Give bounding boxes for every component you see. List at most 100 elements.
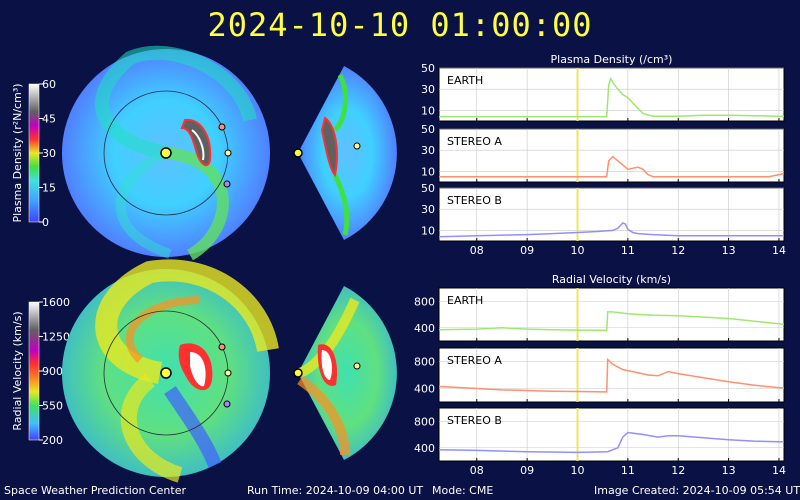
velocity-meridional-wedge xyxy=(293,286,397,460)
y-tick-label: 50 xyxy=(421,182,435,195)
velocity-spiral-arm xyxy=(125,296,201,363)
earth-marker xyxy=(224,369,232,377)
wedge-sun-marker xyxy=(293,148,303,158)
footer: Space Weather Prediction Center Run Time… xyxy=(0,484,800,500)
colorbar-tick-label: 900 xyxy=(42,365,63,378)
velocity-colorbar-label: Radial Velocity (km/s) xyxy=(11,311,24,430)
wedge-velocity-band xyxy=(297,375,350,456)
colorbar-tick-label: 60 xyxy=(42,78,56,91)
panel-label: STEREO A xyxy=(447,354,502,367)
footer-image-created: Image Created: 2024-10-09 05:54 UT xyxy=(594,484,800,497)
velocity-colorbar: Radial Velocity (km/s) 1600 1250 900 550 200 xyxy=(11,296,70,447)
density-spiral-arm xyxy=(95,45,257,160)
page-title: 2024-10-10 01:00:00 xyxy=(207,6,593,44)
panel-label: EARTH xyxy=(447,74,483,87)
x-tick-label: 10 xyxy=(571,464,585,477)
y-tick-label: 30 xyxy=(421,83,435,96)
cme-velocity-core xyxy=(190,352,206,387)
density-colorbar-label: Plasma Density (r²N/cm³) xyxy=(11,83,24,222)
stereo-b-marker xyxy=(223,180,231,188)
velocity-colorbar-ticks: 1600 1250 900 550 200 xyxy=(39,296,70,447)
sun-marker xyxy=(160,147,172,159)
series-line-stereo-a xyxy=(438,357,784,393)
stereo-b-marker xyxy=(223,400,231,408)
earth-marker xyxy=(224,149,232,157)
series-line-stereo-b xyxy=(438,222,784,238)
y-tick-label: 30 xyxy=(421,203,435,216)
velocity-equatorial-disk xyxy=(62,259,279,483)
x-tick-label: 14 xyxy=(772,244,786,257)
series-line-stereo-a xyxy=(439,155,785,178)
chart-title: Radial Velocity (km/s) xyxy=(552,273,671,286)
wedge-cme-velocity-core xyxy=(321,350,332,380)
chart-1: Radial Velocity (km/s) 800 400 EARTH 800 400 S… xyxy=(414,273,786,477)
x-tick-label: 08 xyxy=(470,244,484,257)
wedge-density-band xyxy=(332,173,350,236)
y-tick-label: 800 xyxy=(414,356,435,369)
sun-marker xyxy=(160,367,172,379)
velocity-spiral-arm xyxy=(120,373,183,483)
colorbar-tick-label: 550 xyxy=(42,400,63,413)
x-tick-label: 11 xyxy=(621,464,635,477)
y-tick-label: 400 xyxy=(414,383,435,396)
series-line-stereo-b xyxy=(438,431,784,454)
x-tick-label: 13 xyxy=(722,244,736,257)
density-meridional-wedge xyxy=(293,66,397,240)
cme-density-core xyxy=(191,129,205,161)
y-tick-label: 50 xyxy=(421,62,435,75)
panel-label: EARTH xyxy=(447,294,483,307)
colorbar-tick-label: 15 xyxy=(42,182,56,195)
panel-stereo-b: 50 30 10 STEREO B xyxy=(421,182,785,242)
wedge-sun-marker xyxy=(293,368,303,378)
wedge-cme-feature xyxy=(320,116,338,178)
panel-frame xyxy=(438,287,785,342)
y-tick-label: 10 xyxy=(421,165,435,178)
density-colorbar: Plasma Density (r²N/cm³) 60 45 30 15 0 xyxy=(11,78,56,229)
panel-label: STEREO B xyxy=(447,194,502,207)
velocity-spiral-arm xyxy=(95,259,279,384)
panel-frame xyxy=(438,128,785,183)
x-tick-label: 08 xyxy=(470,464,484,477)
panel-stereo-a: 50 30 10 STEREO A xyxy=(421,123,785,183)
x-tick-label: 12 xyxy=(671,244,685,257)
stereo-a-marker xyxy=(218,123,226,131)
stereo-a-marker xyxy=(218,343,226,351)
x-tick-label: 09 xyxy=(520,244,534,257)
panel-frame xyxy=(438,347,785,403)
x-tick-label: 14 xyxy=(772,464,786,477)
density-equatorial-disk xyxy=(62,45,270,261)
time-series-charts: Plasma Density (/cm³) 50 30 10 EARTH 50 30 10 ST… xyxy=(414,53,786,477)
colorbar-tick-label: 45 xyxy=(42,113,56,126)
wedge-density-band xyxy=(333,73,348,132)
y-tick-label: 800 xyxy=(414,295,435,308)
velocity-slow-stream xyxy=(164,386,222,468)
panel-frame xyxy=(438,67,785,122)
panel-stereo-a: 800 400 STEREO A xyxy=(414,347,785,403)
panel-frame xyxy=(438,187,785,242)
y-tick-label: 10 xyxy=(421,224,435,237)
chart-title: Plasma Density (/cm³) xyxy=(551,53,673,66)
colorbar-tick-label: 0 xyxy=(42,216,49,229)
panel-label: STEREO B xyxy=(447,414,502,427)
wedge-velocity-band xyxy=(297,297,360,378)
x-tick-label: 12 xyxy=(671,464,685,477)
density-spiral-arm xyxy=(115,148,172,259)
y-tick-label: 400 xyxy=(414,322,435,335)
panel-earth: 50 30 10 EARTH xyxy=(421,62,785,122)
chart-0: Plasma Density (/cm³) 50 30 10 EARTH 50 30 10 ST… xyxy=(421,53,786,257)
panel-earth: 800 400 EARTH xyxy=(414,287,785,342)
colorbar-tick-label: 1600 xyxy=(42,296,70,309)
footer-mode: Mode: CME xyxy=(432,484,494,497)
x-tick-label: 09 xyxy=(520,464,534,477)
y-tick-label: 800 xyxy=(414,415,435,428)
density-spiral-arm xyxy=(165,147,229,261)
colorbar-tick-label: 200 xyxy=(42,434,63,447)
colorbar-tick-label: 30 xyxy=(42,147,56,160)
y-tick-label: 10 xyxy=(421,104,435,117)
wedge-earth-marker xyxy=(353,362,361,370)
colorbar-tick-label: 1250 xyxy=(42,331,70,344)
density-colorbar-ticks: 60 45 30 15 0 xyxy=(39,78,56,229)
panel-stereo-b: 800 400 STEREO B xyxy=(414,407,785,462)
series-line-earth xyxy=(438,311,785,332)
